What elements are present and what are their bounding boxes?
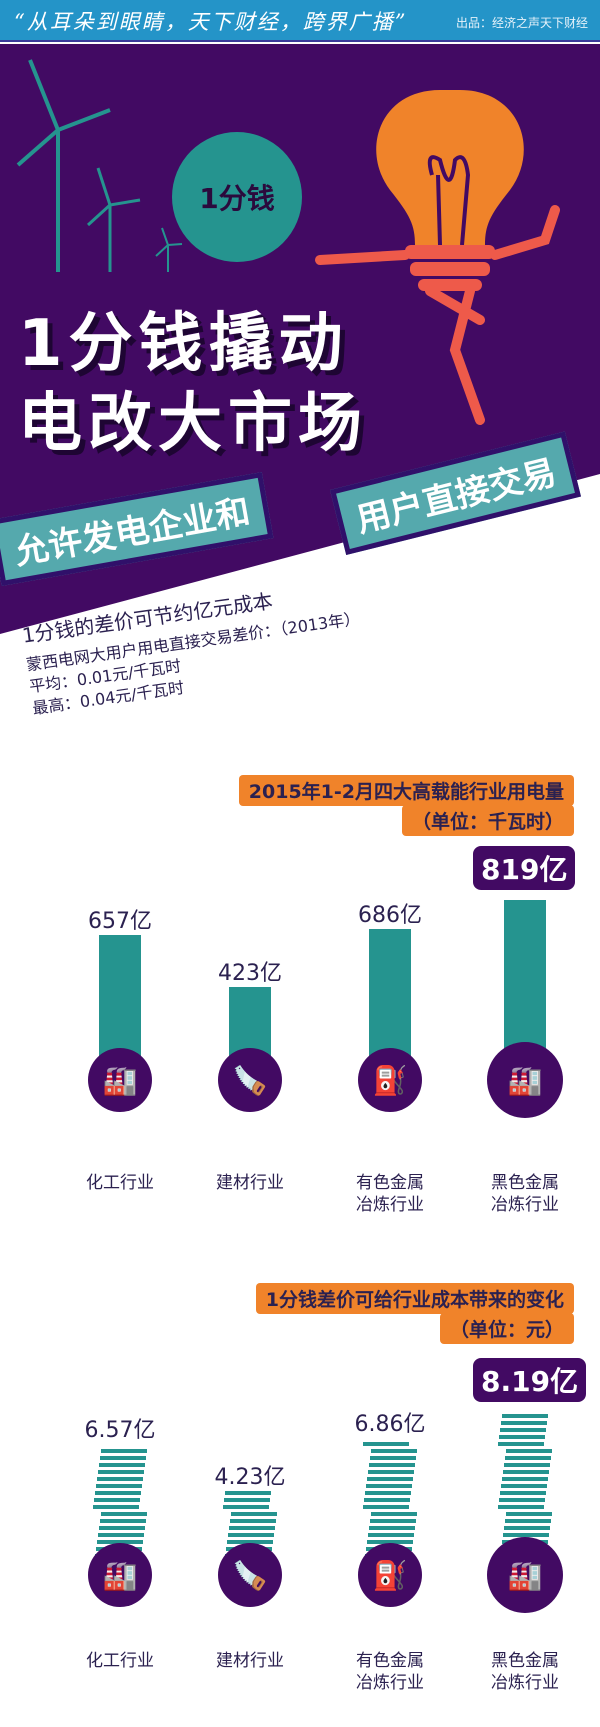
coin-stack-layer: [506, 1512, 552, 1516]
coin-stack-layer: [504, 1463, 550, 1467]
coin-stack-layer: [367, 1540, 413, 1544]
coin-stack-layer: [224, 1498, 270, 1502]
light-bulb-icon: [315, 90, 560, 425]
coin-stack-layer: [98, 1470, 144, 1474]
coin-stack-layer: [505, 1519, 551, 1523]
coin-stack-layer: [99, 1526, 145, 1530]
category-label: 建材行业: [216, 1173, 284, 1193]
coin-stack-layer: [500, 1428, 546, 1432]
coin-stack-layer: [502, 1477, 548, 1481]
main-title-line1: 1分钱撬动: [18, 307, 349, 381]
coin-stack-layer: [228, 1533, 274, 1537]
category-label: 建材行业: [216, 1651, 284, 1671]
coin-stack-layer: [99, 1463, 145, 1467]
data-label: 6.57亿: [84, 1418, 156, 1444]
credit: 出品：经济之声天下财经: [455, 16, 588, 30]
coin-stack-layer: [94, 1498, 140, 1502]
wind-turbine-icon: [16, 59, 183, 272]
oil-pump-icon: ⛽: [358, 1048, 422, 1112]
coin-stack-layer: [223, 1505, 269, 1509]
coin-stack-layer: [229, 1526, 275, 1530]
coin-stack-layer: [370, 1456, 416, 1460]
coin-stack-layer: [503, 1533, 549, 1537]
coin-stack-layer: [231, 1512, 277, 1516]
slogan: “从耳朵到眼睛，天下财经，跨界广播”: [14, 10, 408, 34]
coin-stack-layer: [503, 1470, 549, 1474]
category-label: 化工行业: [86, 1173, 154, 1193]
coin-stack-layer: [499, 1435, 545, 1439]
coin-stack-layer: [367, 1477, 413, 1481]
coin-stack-layer: [498, 1505, 544, 1509]
coin-stack-layer: [101, 1449, 147, 1453]
coin-stack-layer: [368, 1533, 414, 1537]
category-label: 化工行业: [86, 1651, 154, 1671]
category-label: 有色金属 冶炼行业: [356, 1651, 424, 1693]
coin-stack-layer: [225, 1491, 271, 1495]
coin-stack-layer: [363, 1442, 409, 1446]
data-label-callout: 8.19亿: [473, 1357, 587, 1402]
coin-stack-layer: [499, 1498, 545, 1502]
coin-stack-layer: [100, 1456, 146, 1460]
coin-stack-layer: [101, 1512, 147, 1516]
coin-stack-layer: [230, 1519, 276, 1523]
coin-stack-layer: [98, 1533, 144, 1537]
coin-stack-layer: [504, 1526, 550, 1530]
coin-stack-layer: [371, 1512, 417, 1516]
coin-stack-layer: [95, 1491, 141, 1495]
chart1-title: 2015年1-2月四大高载能行业用电量: [238, 775, 574, 806]
oil-pump-icon: ⛽: [358, 1543, 422, 1607]
coin-stack-layer: [370, 1519, 416, 1523]
coin-stack-layer: [498, 1442, 544, 1446]
coin-stack-layer: [363, 1505, 409, 1509]
coin-stack-layer: [365, 1491, 411, 1495]
coin-stack-layer: [364, 1498, 410, 1502]
coin-stack-layer: [502, 1414, 548, 1418]
smokestack-icon: 🏭: [487, 1042, 563, 1118]
coin-stack-layer: [369, 1526, 415, 1530]
coin-stack-layer: [227, 1540, 273, 1544]
coin-stack-layer: [500, 1491, 546, 1495]
data-label-callout: 819亿: [473, 845, 576, 890]
coin-stack-layer: [371, 1449, 417, 1453]
data-label: 657亿: [88, 909, 152, 935]
header-banner: “从耳朵到眼睛，天下财经，跨界广播” 出品：经济之声天下财经: [0, 0, 600, 42]
coin-stack-layer: [93, 1505, 139, 1509]
chart2-title: 1分钱差价可给行业成本带来的变化: [255, 1283, 574, 1314]
coin-badge: 1分钱: [172, 132, 302, 262]
factory-icon: 🏭: [88, 1048, 152, 1112]
coin-stack-layer: [501, 1484, 547, 1488]
chart1-subtitle: （单位：千瓦时）: [401, 805, 574, 836]
factory-icon: 🏭: [88, 1543, 152, 1607]
coin-stack-layer: [505, 1456, 551, 1460]
data-label: 686亿: [358, 903, 422, 929]
coin-stack-layer: [96, 1484, 142, 1488]
saw-icon: 🪚: [218, 1543, 282, 1607]
chart2-subtitle: （单位：元）: [439, 1313, 574, 1344]
coin-stack-layer: [100, 1519, 146, 1523]
coin-stack-layer: [97, 1540, 143, 1544]
smokestack-icon: 🏭: [487, 1537, 563, 1613]
main-title-line2: 电改大市场: [18, 387, 368, 461]
coin-stack-layer: [501, 1421, 547, 1425]
coin-stack-layer: [366, 1484, 412, 1488]
data-label: 4.23亿: [214, 1464, 286, 1490]
category-label: 有色金属 冶炼行业: [356, 1173, 424, 1215]
category-label: 黑色金属 冶炼行业: [491, 1173, 559, 1215]
saw-icon: 🪚: [218, 1048, 282, 1112]
coin-stack-layer: [369, 1463, 415, 1467]
data-label: 6.86亿: [354, 1412, 426, 1438]
category-label: 黑色金属 冶炼行业: [491, 1651, 559, 1693]
coin-stack-layer: [368, 1470, 414, 1474]
hero-illustration: [16, 59, 560, 425]
data-label: 423亿: [218, 960, 282, 986]
coin-stack-layer: [506, 1449, 552, 1453]
coin-stack-layer: [97, 1477, 143, 1481]
